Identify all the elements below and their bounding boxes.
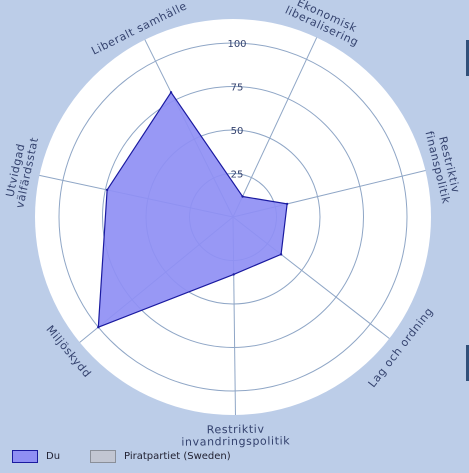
data-point <box>105 188 109 192</box>
scrollbar-edge <box>466 40 469 76</box>
legend-swatch-piratpartiet <box>90 449 117 463</box>
data-point <box>97 325 100 329</box>
grid-ring <box>102 86 364 348</box>
series-layer <box>97 91 289 329</box>
tick-labels: 25 50 75 100 <box>227 39 246 181</box>
axis-label-line: Restriktiv <box>207 423 265 437</box>
axis-label-line: invandringspolitik <box>181 434 290 448</box>
data-point <box>241 195 244 198</box>
legend-label-du: Du <box>46 450 61 462</box>
grid-ring <box>58 42 408 392</box>
scrollbar-edge <box>466 345 469 381</box>
tick-label: 75 <box>231 83 244 94</box>
legend: Du Piratpartiet (Sweden) <box>12 448 261 464</box>
data-point <box>169 91 173 94</box>
tick-label: 50 <box>231 126 244 137</box>
legend-item-du[interactable]: Du <box>12 449 61 463</box>
data-point <box>279 253 283 256</box>
legend-swatch-du <box>12 449 38 463</box>
legend-item-piratpartiet[interactable]: Piratpartiet (Sweden) <box>90 449 231 463</box>
legend-label-piratpartiet: Piratpartiet (Sweden) <box>124 450 231 462</box>
data-point <box>285 202 289 206</box>
axis-spoke <box>232 37 318 218</box>
series-polygon-0[interactable] <box>97 91 288 329</box>
tick-label: 25 <box>231 170 244 181</box>
tick-label: 100 <box>227 39 246 50</box>
data-point <box>232 273 235 276</box>
